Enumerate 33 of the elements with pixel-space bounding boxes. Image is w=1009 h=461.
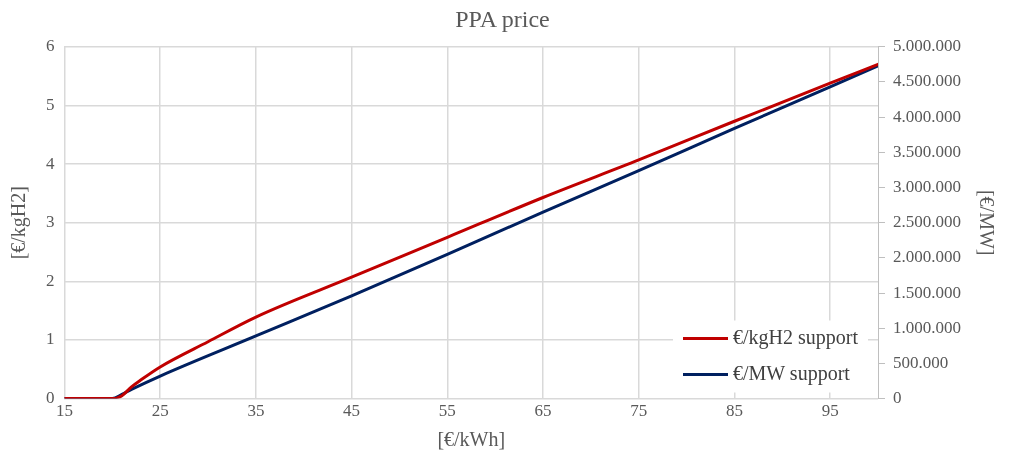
- legend-label: €/MW support: [733, 361, 851, 385]
- x-tick-label: 65: [534, 401, 552, 421]
- x-axis-title: [€/kWh]: [437, 428, 506, 451]
- y-tick-label: 0: [46, 388, 55, 408]
- y-axis-title: [€/kgH2]: [7, 186, 31, 260]
- y-tick-label: 1: [46, 329, 55, 349]
- x-tick-label: 75: [630, 401, 648, 421]
- y2-tick-label: 0: [893, 388, 902, 408]
- x-tick-label: 45: [343, 401, 361, 421]
- x-tick-label: 25: [151, 401, 169, 421]
- legend-label: €/kgH2 support: [733, 325, 859, 349]
- y2-axis-title: [€/MW]: [975, 189, 998, 256]
- y2-tick-label: 3.000.000: [893, 176, 961, 196]
- x-tick-label: 35: [247, 401, 265, 421]
- y2-tick-label: 4.500.000: [893, 71, 961, 91]
- y-tick-label: 3: [46, 212, 55, 232]
- y2-tick-label: 2.500.000: [893, 212, 961, 232]
- x-tick-label: 55: [438, 401, 456, 421]
- x-tick-label: 15: [56, 401, 73, 421]
- y2-tick-label: 5.000.000: [893, 36, 961, 56]
- y-tick-label: 5: [46, 94, 55, 114]
- y2-tick-label: 1.000.000: [893, 317, 961, 337]
- y2-tick-label: 500.000: [893, 352, 949, 372]
- y-tick-label: 2: [46, 270, 55, 290]
- y2-tick-label: 3.500.000: [893, 141, 961, 161]
- y-tick-label: 4: [46, 153, 55, 173]
- y2-tick-label: 2.000.000: [893, 247, 961, 267]
- y2-tick-label: 1.500.000: [893, 282, 961, 302]
- chart-title: PPA price: [455, 5, 550, 32]
- y-tick-label: 6: [46, 36, 55, 56]
- y2-tick-label: 4.000.000: [893, 106, 961, 126]
- x-tick-label: 95: [821, 401, 839, 421]
- x-tick-label: 85: [725, 401, 743, 421]
